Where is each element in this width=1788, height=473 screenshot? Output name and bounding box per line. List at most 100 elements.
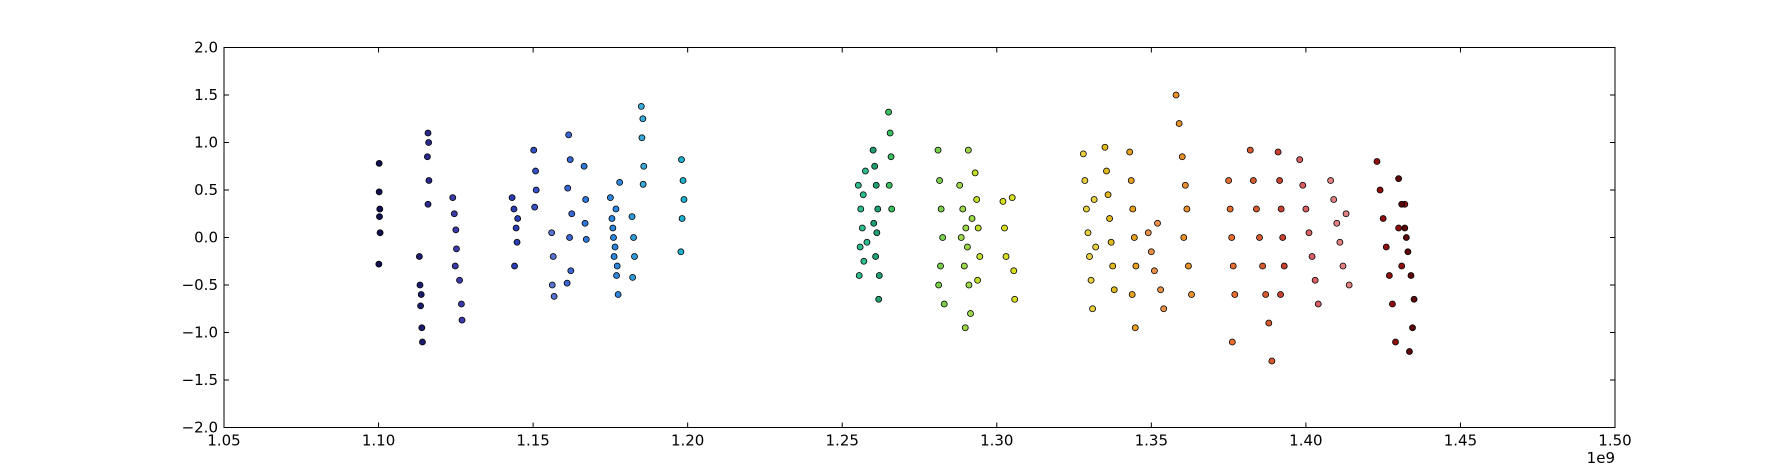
data-point xyxy=(1172,91,1180,99)
data-point xyxy=(1183,205,1191,213)
data-point xyxy=(612,205,620,213)
data-point xyxy=(1280,262,1288,270)
data-point xyxy=(1373,158,1381,165)
data-point xyxy=(450,210,458,218)
data-point xyxy=(854,181,862,189)
data-point xyxy=(1092,243,1100,251)
data-point xyxy=(424,129,432,137)
data-point xyxy=(1402,234,1410,241)
data-point xyxy=(1339,262,1347,270)
data-point xyxy=(875,295,883,303)
x-tick-label: 1.45 xyxy=(1444,432,1477,450)
data-point xyxy=(531,203,539,211)
data-point xyxy=(999,197,1007,205)
data-point xyxy=(1144,229,1152,237)
data-point xyxy=(548,229,556,237)
data-point xyxy=(1274,148,1282,156)
data-point xyxy=(1333,219,1341,227)
data-point xyxy=(1398,200,1406,208)
x-axis-ticks: 1.05 1.10 1.15 1.20 1.25 1.30 1.35 1.40 1.45 1.50 xyxy=(207,47,1632,450)
data-point xyxy=(856,243,864,251)
data-point xyxy=(968,215,976,222)
x-tick-label: 1.05 xyxy=(207,432,240,450)
data-point xyxy=(639,115,647,123)
data-point xyxy=(1379,215,1387,222)
data-point xyxy=(678,215,686,222)
data-point xyxy=(1002,253,1010,260)
x-tick-label: 1.35 xyxy=(1135,432,1168,450)
data-point xyxy=(416,281,424,289)
data-point xyxy=(1276,177,1284,184)
data-point xyxy=(858,224,866,232)
data-point xyxy=(1131,324,1139,332)
data-point xyxy=(640,162,648,170)
data-point xyxy=(606,194,614,202)
data-point xyxy=(1103,167,1110,175)
y-tick-label: 1.5 xyxy=(194,86,218,104)
data-point xyxy=(1265,319,1273,327)
data-point xyxy=(1151,267,1158,275)
data-point xyxy=(1178,153,1186,161)
data-point xyxy=(1308,253,1316,260)
data-point xyxy=(610,253,618,260)
data-point xyxy=(1253,205,1260,213)
x-tick-label: 1.30 xyxy=(980,432,1013,450)
data-point xyxy=(511,262,518,270)
data-point xyxy=(568,210,576,218)
data-point xyxy=(1228,234,1236,241)
data-point xyxy=(1181,181,1189,189)
data-point xyxy=(508,194,516,202)
data-point xyxy=(629,273,637,281)
data-point xyxy=(870,219,878,227)
y-axis-ticks: −2.0 −1.5 −1.0 −0.5 0.0 0.5 1.0 1.5 2.0 xyxy=(182,39,1615,437)
data-point xyxy=(510,205,518,213)
data-point xyxy=(1104,191,1112,199)
data-point xyxy=(1083,205,1090,213)
data-point xyxy=(936,177,943,184)
data-point xyxy=(1279,234,1287,241)
data-point xyxy=(567,267,575,275)
data-point xyxy=(1081,177,1089,184)
data-point xyxy=(580,162,588,170)
data-point xyxy=(974,224,982,232)
data-point xyxy=(874,205,882,213)
data-point xyxy=(1259,262,1267,270)
data-point xyxy=(1001,224,1008,232)
data-point xyxy=(415,253,423,260)
data-point xyxy=(1175,120,1183,127)
data-point xyxy=(1226,205,1234,213)
data-point xyxy=(1132,262,1140,270)
data-point xyxy=(610,234,617,241)
data-point xyxy=(872,253,880,260)
data-point xyxy=(873,229,881,237)
data-point xyxy=(375,260,383,268)
data-point xyxy=(976,253,984,260)
data-point xyxy=(548,281,556,289)
data-point xyxy=(964,243,971,251)
data-point xyxy=(961,324,969,332)
data-point xyxy=(1180,234,1188,241)
data-point xyxy=(425,177,433,184)
data-point xyxy=(1127,177,1135,184)
data-point xyxy=(1256,234,1263,241)
data-point xyxy=(869,146,877,154)
data-point xyxy=(375,188,383,196)
data-point xyxy=(934,146,942,154)
data-point xyxy=(885,108,892,116)
data-point xyxy=(862,167,869,175)
y-tick-label: 0.5 xyxy=(194,181,218,199)
x-tick-label: 1.20 xyxy=(671,432,704,450)
x-axis-offset-label: 1e9 xyxy=(1587,449,1615,467)
data-point xyxy=(940,300,948,308)
data-point xyxy=(512,224,520,232)
data-point xyxy=(1268,357,1276,365)
data-point xyxy=(1010,267,1018,275)
data-point xyxy=(964,146,972,154)
data-point xyxy=(376,213,383,221)
data-point xyxy=(530,146,538,154)
data-point xyxy=(375,159,383,167)
data-point xyxy=(1157,286,1165,294)
data-point xyxy=(855,272,863,279)
data-point xyxy=(631,253,638,260)
